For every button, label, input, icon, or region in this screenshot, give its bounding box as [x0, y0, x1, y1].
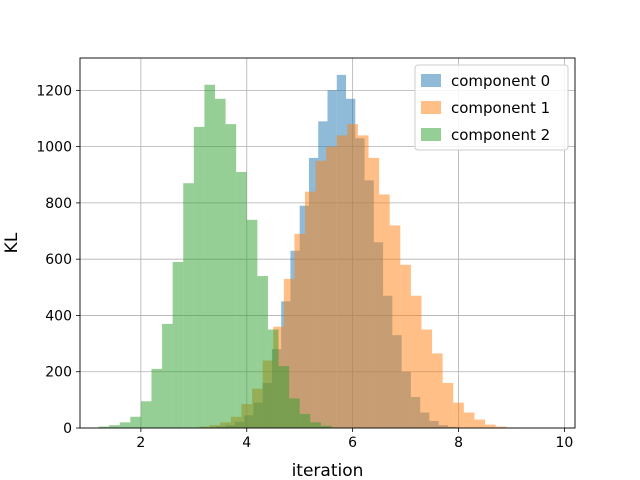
- histogram-bar: [474, 419, 485, 428]
- histogram-bar: [289, 398, 300, 428]
- histogram-bar: [379, 194, 390, 428]
- histogram-bar: [305, 191, 316, 428]
- histogram-bar: [119, 422, 131, 428]
- histogram-bar: [225, 124, 237, 428]
- histogram-bar: [400, 264, 411, 428]
- histogram-bar: [109, 425, 120, 428]
- histogram-bar: [336, 135, 348, 429]
- histogram-bar: [283, 278, 295, 428]
- y-tick-label: 1000: [36, 140, 72, 156]
- y-tick-label: 400: [45, 308, 72, 324]
- histogram-bar: [130, 416, 141, 428]
- series-component-2: [98, 84, 332, 429]
- histogram-bar: [453, 402, 464, 428]
- histogram-bar: [172, 261, 184, 428]
- y-tick-label: 1200: [36, 83, 72, 99]
- histogram-bar: [151, 368, 163, 428]
- histogram-bar: [326, 146, 337, 429]
- histogram-bar: [98, 426, 110, 428]
- legend-label: component 2: [451, 126, 550, 144]
- x-tick-label: 2: [136, 435, 145, 451]
- histogram-bar: [257, 276, 268, 428]
- histogram-bar: [320, 425, 332, 428]
- y-tick-label: 200: [45, 365, 72, 381]
- legend-label: component 1: [451, 99, 550, 117]
- histogram-bar: [193, 126, 205, 428]
- histogram-bar: [215, 98, 226, 429]
- histogram-bar: [315, 160, 327, 428]
- histogram-bar: [140, 401, 152, 428]
- histogram-bar: [347, 124, 358, 428]
- histogram-bar: [421, 329, 433, 428]
- y-tick-label: 800: [45, 196, 72, 212]
- x-tick-label: 6: [348, 435, 357, 451]
- histogram-bar: [278, 366, 290, 428]
- histogram-bar: [162, 323, 173, 428]
- histogram-bar: [495, 426, 507, 428]
- x-axis-title: iteration: [292, 461, 364, 480]
- histogram-bar: [299, 413, 311, 428]
- x-tick-label: 8: [454, 435, 463, 451]
- histogram-bar: [204, 84, 215, 428]
- histogram-bar: [432, 353, 443, 428]
- legend-swatch: [421, 101, 441, 114]
- histogram-bar: [183, 183, 194, 428]
- axes-frame: [79, 57, 576, 429]
- histogram-bar: [236, 171, 247, 428]
- histogram-bar: [267, 329, 279, 428]
- x-tick-label: 4: [242, 435, 251, 451]
- histogram-bar: [310, 422, 321, 428]
- legend-swatch: [421, 74, 441, 87]
- histogram-bar: [463, 412, 475, 428]
- legend-box: [414, 64, 569, 151]
- histogram-bar: [246, 219, 258, 428]
- legend: component 0 component 1 component 2: [414, 64, 569, 151]
- y-axis-title: KL: [2, 232, 22, 253]
- histogram-bar: [485, 424, 496, 428]
- histogram-bar: [389, 225, 401, 428]
- histogram-bar: [357, 135, 369, 429]
- x-tick-label: 10: [555, 435, 573, 451]
- histogram-bar: [442, 382, 454, 428]
- ticks: 2 4 6 8 10 0 200 400 600 800 1000 1200: [36, 83, 573, 451]
- histogram-bar: [410, 295, 422, 428]
- y-tick-label: 600: [45, 252, 72, 268]
- legend-label: component 0: [451, 72, 550, 90]
- histogram-bar: [294, 233, 305, 428]
- y-tick-label: 0: [63, 421, 72, 437]
- legend-swatch: [421, 128, 441, 141]
- histogram-bar: [368, 157, 380, 428]
- bars: [98, 74, 517, 429]
